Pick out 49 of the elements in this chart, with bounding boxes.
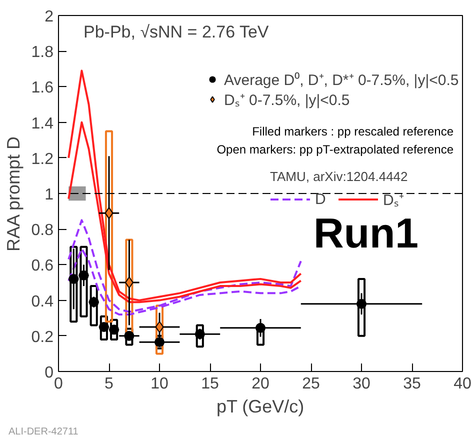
- legend-label: Dₛ⁺: [383, 191, 404, 209]
- annotation: Filled markers : pp rescaled reference: [252, 124, 454, 138]
- x-tick-label: 10: [150, 376, 168, 392]
- annotation: Open markers: pp pT-extrapolated reference: [216, 142, 454, 156]
- legend-label: D: [315, 190, 327, 208]
- bar: [155, 304, 164, 355]
- bar: [196, 324, 204, 348]
- x-tick-label: 40: [454, 376, 471, 392]
- point: [125, 276, 134, 288]
- y-tick-label: 0.4: [31, 293, 54, 310]
- x-tick-label: 20: [252, 376, 270, 392]
- point: [194, 329, 205, 340]
- y-tick-label: 0.2: [31, 328, 54, 346]
- point: [88, 297, 99, 308]
- y-tick-label: 1.6: [31, 80, 54, 97]
- line-series: [68, 219, 302, 313]
- bar: [357, 278, 366, 337]
- x-tick-label: 5: [104, 376, 114, 392]
- bar: [125, 238, 134, 334]
- y-tick-label: 1.8: [31, 44, 54, 62]
- bar: [125, 328, 134, 346]
- point: [154, 337, 164, 348]
- x-tick-label: 15: [201, 376, 219, 392]
- x-axis-title: pT (GeV/c): [216, 396, 304, 416]
- point: [155, 321, 164, 333]
- x-tick-label: 35: [403, 376, 421, 392]
- point: [104, 207, 114, 220]
- point: [78, 270, 89, 280]
- legend-label: Dₛ⁺ 0-7.5%, |y|<0.5: [224, 91, 350, 109]
- y-tick-label: 0.6: [31, 258, 54, 275]
- y-tick-label: 0: [44, 364, 54, 382]
- legend-title: TAMU, arXiv:1204.4442: [270, 169, 408, 184]
- point: [356, 298, 366, 309]
- y-tick-label: 1: [44, 186, 54, 204]
- legend-label: Average D⁰, D⁺, D*⁺ 0-7.5%, |y|<0.5: [224, 71, 459, 89]
- y-tick-label: 0.8: [31, 222, 54, 240]
- bar: [104, 130, 114, 323]
- y-axis-title: RAA prompt D: [3, 136, 24, 252]
- point: [68, 274, 79, 284]
- x-tick-label: 25: [302, 376, 320, 392]
- chart-title: Pb-Pb, √sNN = 2.76 TeV: [84, 22, 270, 42]
- y-tick-label: 1.2: [31, 150, 54, 168]
- x-tick-label: 30: [352, 376, 370, 392]
- point: [124, 330, 134, 341]
- point: [256, 322, 266, 333]
- y-tick-label: 2: [44, 8, 54, 26]
- annotation: Run1: [314, 210, 418, 256]
- text: ALI-DER-42711: [8, 426, 79, 438]
- y-tick-label: 1.4: [31, 115, 54, 132]
